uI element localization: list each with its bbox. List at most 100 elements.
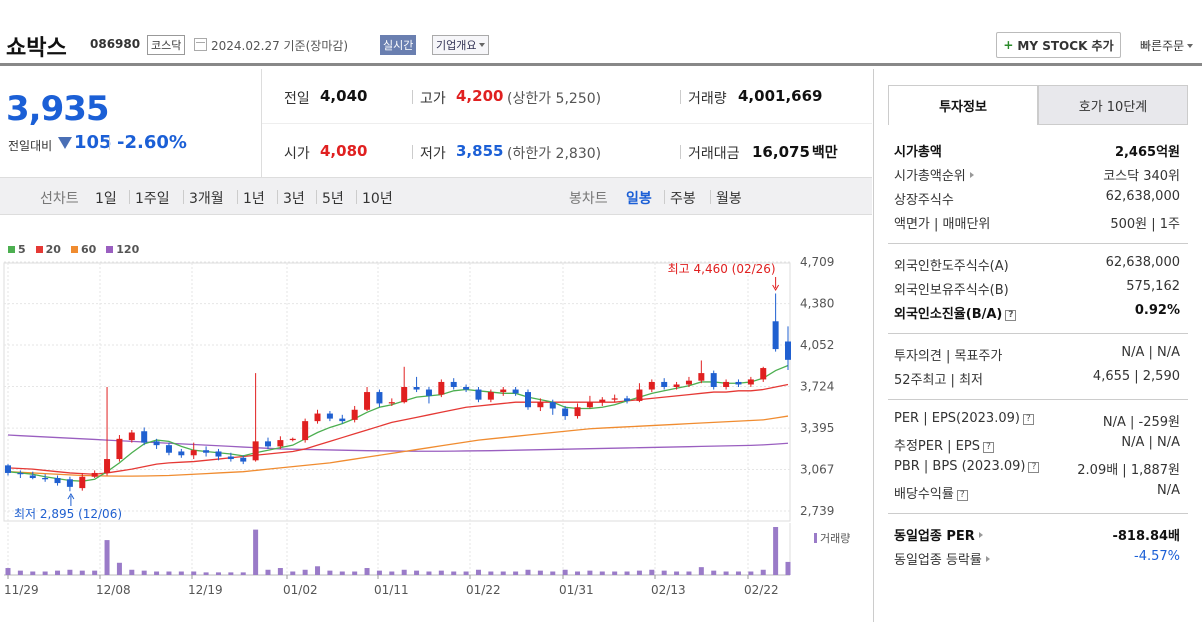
candle-body [624, 398, 631, 401]
candle-body [91, 472, 98, 477]
info-key-text: 외국인보유주식수(B) [894, 283, 1009, 298]
candle-body [549, 402, 556, 409]
volume-bar [265, 569, 271, 575]
info-row-group2-1: 외국인보유주식수(B) 575,162 [894, 279, 1180, 303]
candle-period-2[interactable]: 월봉 [716, 191, 742, 207]
volume-bar [327, 570, 333, 575]
tab-order-book[interactable]: 호가 10단계 [1038, 85, 1188, 125]
volume-bar [104, 540, 110, 575]
candle-body [29, 475, 36, 479]
chart-legend: 5 20 60 120 [8, 243, 139, 256]
help-icon[interactable]: ? [982, 442, 994, 453]
period-4[interactable]: 3년 [283, 191, 305, 207]
help-icon[interactable]: ? [1028, 462, 1040, 473]
candle-body [277, 440, 284, 447]
stock-chart: 5 20 60 120 4,709 4,380 4,052 3,724 3,395 3,067 2… [0, 215, 872, 622]
divider [109, 136, 110, 150]
divider [277, 190, 278, 204]
divider [888, 399, 1188, 400]
my-stock-label: MY STOCK 추가 [1017, 38, 1114, 53]
info-row-group5-1[interactable]: 동일업종 등락률 -4.57% [894, 549, 1180, 573]
tab-investment-info[interactable]: 투자정보 [888, 85, 1038, 125]
info-key-text: 52주최고 | 최저 [894, 373, 983, 388]
x-tick-label: 01/31 [559, 583, 594, 597]
ma-line-ma5 [7, 364, 789, 482]
volume-bar [735, 571, 741, 575]
info-row-group4-1: 추정PER | EPS? N/A | N/A [894, 435, 1180, 459]
period-1[interactable]: 1주일 [135, 191, 170, 207]
candle-chart-label: 봉차트 [569, 191, 608, 207]
volume-bar [92, 570, 98, 575]
candle-body [648, 381, 655, 390]
realtime-button[interactable]: 실시간 [380, 35, 417, 55]
candle-body [413, 387, 420, 390]
legend-label: 20 [45, 243, 61, 256]
info-key-text: 배당수익률 [894, 487, 954, 502]
candle-body [487, 392, 494, 400]
candle-body [685, 380, 692, 385]
volume-bar [686, 571, 692, 575]
x-tick-label: 01/11 [374, 583, 409, 597]
volume-bar [154, 571, 160, 575]
candle-body [525, 392, 531, 408]
candle-body [772, 321, 779, 350]
info-key-text: 시가총액 [894, 145, 942, 160]
volume-bar [451, 571, 457, 575]
legend-label: 5 [18, 243, 26, 256]
candle-body [265, 441, 271, 447]
volume-bar [55, 570, 61, 575]
quick-order-label: 빠른주문 [1140, 39, 1185, 53]
low-label: 저가 [420, 146, 446, 162]
info-row-group5-0[interactable]: 동일업종 PER -818.84배 [894, 525, 1180, 549]
info-row-group2-2: 외국인소진율(B/A)? 0.92% [894, 303, 1180, 327]
info-row-group1-3: 액면가 | 매매단위 500원 | 1주 [894, 213, 1180, 237]
max-annotation: 최고 4,460 (02/26) [668, 262, 776, 276]
volume-bar [488, 571, 494, 575]
stock-header: 쇼박스 086980 코스닥 2024.02.27 기준(장마감) 실시간 기업… [0, 0, 1202, 66]
quick-order-link[interactable]: 빠른주문 [1140, 37, 1194, 54]
volume-bar [79, 570, 85, 575]
candle-body [710, 373, 717, 388]
candle-body [302, 421, 309, 441]
info-row-group1-1[interactable]: 시가총액순위 코스닥 340위 [894, 165, 1180, 189]
company-overview-dropdown[interactable]: 기업개요 [432, 35, 490, 55]
chevron-right-icon [969, 172, 974, 178]
info-key: 52주최고 | 최저 [894, 369, 983, 388]
legend-swatch [35, 246, 43, 253]
info-row-group1-2: 상장주식수 62,638,000 [894, 189, 1180, 213]
period-5[interactable]: 5년 [322, 191, 344, 207]
period-6[interactable]: 10년 [362, 191, 393, 207]
candle-period-1[interactable]: 주봉 [670, 191, 696, 207]
period-3[interactable]: 1년 [243, 191, 265, 207]
add-my-stock-button[interactable]: + MY STOCK 추가 [996, 32, 1121, 58]
volume-bar [339, 571, 345, 575]
candle-body [351, 409, 358, 420]
volume-bar [129, 569, 135, 575]
volume-bar [711, 570, 717, 575]
price-summary: 3,935 전일대비 105 -2.60% [0, 69, 262, 177]
period-2[interactable]: 3개월 [189, 191, 224, 207]
x-tick-label: 01/22 [466, 583, 501, 597]
prev-close-label: 전일 [284, 91, 310, 107]
volume-bar [438, 570, 444, 575]
period-0[interactable]: 1일 [95, 191, 117, 207]
info-key-text: PBR | BPS (2023.09) [894, 459, 1026, 474]
volume-bar [215, 572, 221, 575]
legend-ma-20: 20 [35, 243, 61, 256]
candle-body [438, 381, 445, 395]
candle-period-0[interactable]: 일봉 [626, 191, 652, 207]
info-value: 2,465억원 [1114, 145, 1180, 160]
help-icon[interactable]: ? [956, 490, 968, 501]
candle-body [252, 441, 259, 461]
volume-bar [240, 572, 246, 575]
y-tick-label: 2,739 [800, 504, 834, 518]
divider [888, 333, 1188, 334]
help-icon[interactable]: ? [1022, 414, 1034, 425]
candle-body [698, 373, 705, 381]
info-row-1: 전일 4,040 고가 4,200 (상한가 5,250) 거래량 4,001,… [262, 69, 872, 123]
legend-ma-5: 5 [8, 243, 26, 256]
help-icon[interactable]: ? [1005, 310, 1017, 321]
info-key: 외국인한도주식수(A) [894, 255, 1009, 274]
candle-body [116, 438, 123, 460]
info-key: 투자의견 | 목표주가 [894, 345, 1002, 364]
